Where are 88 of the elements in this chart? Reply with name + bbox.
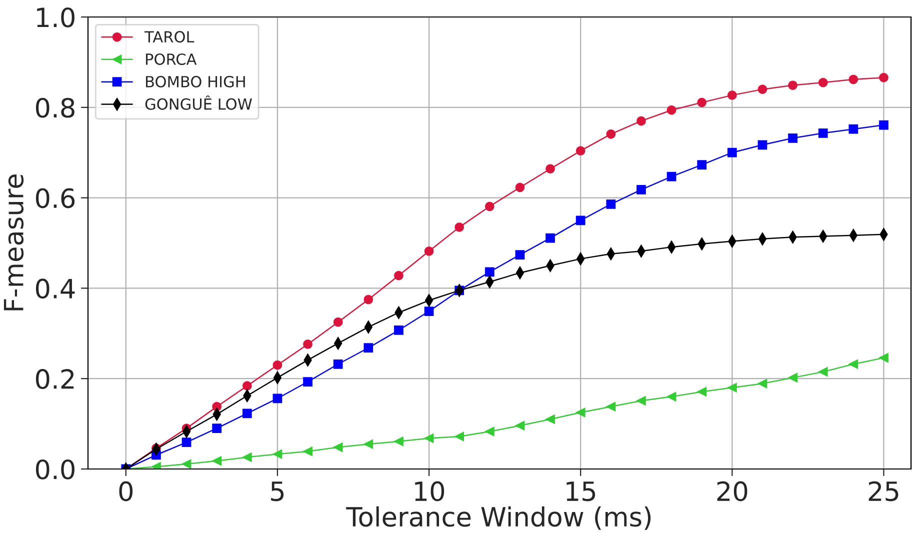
- point: [242, 381, 252, 391]
- point: [182, 459, 192, 469]
- y-tick-label: 0.2: [36, 369, 74, 389]
- y-tick-label: 0.0: [36, 459, 74, 480]
- y-tick-label: 0.6: [36, 188, 75, 208]
- point: [364, 294, 374, 304]
- y-tick-label: 1.0: [37, 7, 74, 28]
- point: [394, 326, 404, 335]
- point: [454, 222, 464, 232]
- point: [242, 408, 252, 418]
- point: [788, 80, 798, 90]
- x-tick-label: 20: [717, 481, 748, 502]
- point: [303, 340, 312, 349]
- point: [727, 148, 737, 158]
- legend-label: PORCA: [146, 53, 197, 65]
- point: [879, 120, 888, 130]
- point: [212, 456, 222, 466]
- point: [576, 408, 586, 418]
- x-tick-label: 25: [868, 481, 898, 502]
- legend-label: BOMBO HIGH: [146, 76, 245, 88]
- point: [666, 172, 676, 182]
- point: [636, 184, 646, 194]
- point: [424, 246, 434, 256]
- point: [515, 420, 525, 430]
- point: [636, 396, 646, 406]
- point: [394, 436, 404, 446]
- point: [758, 84, 768, 94]
- point: [606, 199, 616, 209]
- point: [848, 359, 858, 369]
- point: [758, 140, 768, 150]
- point: [818, 128, 828, 138]
- point: [182, 438, 192, 448]
- x-axis-title: Tolerance Window (ms): [346, 506, 651, 530]
- point: [424, 306, 434, 316]
- point: [484, 202, 494, 212]
- point: [484, 426, 494, 436]
- y-tick-label: 0.8: [36, 98, 74, 118]
- point: [697, 387, 707, 396]
- point: [576, 146, 586, 156]
- point: [424, 434, 434, 443]
- point: [546, 164, 555, 174]
- point: [848, 74, 858, 84]
- point: [546, 414, 555, 424]
- point: [333, 317, 343, 327]
- point: [758, 378, 768, 388]
- point: [212, 424, 222, 434]
- y-axis-title: F-measure: [4, 174, 24, 310]
- x-tick-label: 0: [119, 481, 133, 502]
- point: [515, 182, 525, 192]
- point: [152, 462, 161, 469]
- point: [879, 72, 888, 82]
- point: [788, 373, 798, 382]
- point: [606, 402, 616, 412]
- point: [666, 105, 676, 115]
- point: [303, 377, 312, 386]
- point: [272, 394, 282, 404]
- point: [546, 233, 555, 243]
- point: [333, 442, 343, 452]
- legend-label: GONGUÊ LOW: [145, 95, 252, 110]
- point: [848, 124, 858, 134]
- point: [666, 392, 676, 402]
- point: [727, 90, 737, 100]
- point: [364, 439, 374, 449]
- point: [242, 452, 252, 462]
- point: [606, 129, 616, 139]
- point: [484, 267, 494, 277]
- point: [272, 449, 282, 459]
- x-tick-label: 15: [566, 482, 596, 502]
- point: [364, 343, 374, 353]
- point: [333, 359, 343, 369]
- point: [515, 250, 525, 260]
- point: [818, 78, 828, 88]
- point: [303, 446, 312, 456]
- point: [788, 133, 798, 143]
- point: [727, 382, 737, 392]
- point: [272, 360, 282, 370]
- point: [636, 116, 646, 126]
- x-tick-label: 10: [415, 481, 444, 502]
- point: [818, 367, 828, 377]
- y-tick-label: 0.4: [36, 278, 75, 299]
- legend-label: TAROL: [144, 31, 194, 43]
- point: [394, 270, 404, 280]
- point: [879, 353, 888, 362]
- point: [576, 216, 586, 226]
- point: [697, 160, 707, 170]
- point: [454, 432, 464, 442]
- x-tick-label: 5: [271, 482, 284, 502]
- point: [697, 98, 707, 108]
